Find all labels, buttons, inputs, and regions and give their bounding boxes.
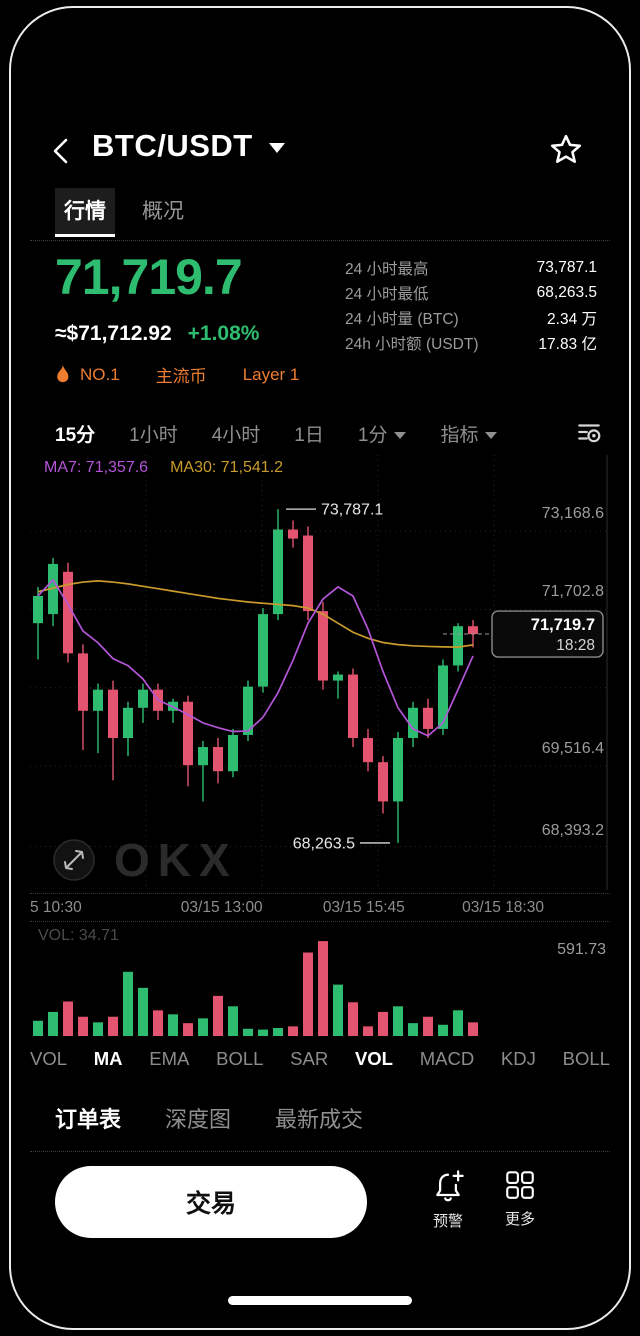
stat-label: 24 小时最高 bbox=[345, 260, 429, 278]
chart-settings-icon bbox=[578, 424, 601, 443]
svg-text:68,263.5: 68,263.5 bbox=[293, 835, 355, 852]
volume-axis-label: 591.73 bbox=[557, 941, 606, 958]
chevron-down-icon bbox=[485, 432, 498, 440]
alert-label: 预警 bbox=[432, 1213, 463, 1230]
alert-button[interactable]: 预警 bbox=[415, 1168, 481, 1231]
change-percent: +1.08% bbox=[187, 322, 260, 345]
timeframe-15m[interactable]: 15分 bbox=[55, 425, 96, 446]
back-chevron-icon bbox=[53, 138, 68, 164]
timeframe-1h[interactable]: 1小时 bbox=[129, 425, 178, 446]
indicator-dropdown-label: 指标 bbox=[440, 425, 479, 446]
stat-value: 2.34 万 bbox=[547, 310, 597, 328]
pair-selector[interactable]: BTC/USDT bbox=[92, 128, 285, 164]
more-label: 更多 bbox=[504, 1211, 535, 1228]
chart-settings-button[interactable] bbox=[576, 419, 602, 445]
layer-badge[interactable]: Layer 1 bbox=[242, 364, 300, 384]
volume-value-label: VOL: 34.71 bbox=[38, 927, 119, 944]
indicator-tab-vol-0[interactable]: VOL bbox=[30, 1048, 68, 1069]
star-icon bbox=[550, 134, 582, 163]
indicator-tab-sar-4[interactable]: SAR bbox=[290, 1048, 329, 1069]
x-axis-label: 5 10:30 bbox=[30, 899, 82, 916]
stat-label: 24h 小时额 (USDT) bbox=[345, 335, 479, 353]
stat-label: 24 小时量 (BTC) bbox=[345, 310, 459, 328]
divider bbox=[30, 1151, 610, 1152]
indicator-tab-ma-1[interactable]: MA bbox=[93, 1048, 123, 1069]
stat-row-volume: 24 小时量 (BTC) 2.34 万 bbox=[345, 305, 597, 330]
svg-text:71,719.7: 71,719.7 bbox=[531, 616, 595, 634]
flame-icon bbox=[57, 365, 69, 383]
more-button[interactable]: 更多 bbox=[487, 1168, 553, 1229]
candlestick-svg: 73,787.1 68,263.5 71,719.7 18:28 bbox=[30, 455, 610, 890]
tab-overview[interactable]: 概况 bbox=[142, 195, 184, 225]
badge-row: NO.1 主流币 Layer 1 bbox=[55, 362, 299, 387]
tab-orderbook[interactable]: 订单表 bbox=[55, 1107, 122, 1132]
ma7-legend: MA7: 71,357.6 bbox=[44, 459, 149, 476]
bell-plus-icon bbox=[436, 1170, 464, 1202]
chevron-down-icon bbox=[394, 432, 407, 440]
tab-trades[interactable]: 最新成交 bbox=[275, 1107, 364, 1132]
stat-row-low: 24 小时最低 68,263.5 bbox=[345, 280, 597, 305]
stat-row-high: 24 小时最高 73,787.1 bbox=[345, 255, 597, 280]
indicator-tab-ema-2[interactable]: EMA bbox=[149, 1048, 190, 1069]
stat-value: 17.83 亿 bbox=[538, 335, 597, 353]
page-title: BTC/USDT bbox=[92, 128, 253, 163]
timeframe-more[interactable]: 1分 bbox=[358, 420, 407, 447]
last-price: 71,719.7 bbox=[55, 249, 243, 305]
x-axis-label: 03/15 18:30 bbox=[462, 899, 544, 916]
stat-row-turnover: 24h 小时额 (USDT) 17.83 亿 bbox=[345, 330, 597, 355]
indicator-tab-boll-8[interactable]: BOLL bbox=[562, 1048, 610, 1069]
stats-panel: 24 小时最高 73,787.1 24 小时最低 68,263.5 24 小时量 (… bbox=[345, 255, 597, 355]
x-axis-label: 03/15 15:45 bbox=[322, 899, 405, 916]
volume-chart[interactable]: VOL: 34.71 591.73 bbox=[30, 921, 610, 1039]
indicator-tab-vol-5[interactable]: VOL bbox=[354, 1048, 393, 1069]
volume-svg bbox=[33, 941, 478, 1036]
y-axis-label: 73,168.6 bbox=[541, 504, 604, 522]
grid-icon bbox=[506, 1171, 534, 1199]
tab-depth[interactable]: 深度图 bbox=[165, 1107, 232, 1132]
home-indicator[interactable] bbox=[228, 1296, 412, 1305]
timeframe-1d[interactable]: 1日 bbox=[294, 425, 324, 446]
timeframe-row: 15分 1小时 4小时 1日 1分 指标 bbox=[55, 420, 498, 447]
timeframe-4h[interactable]: 4小时 bbox=[211, 425, 261, 446]
candlestick-chart[interactable]: 73,787.1 68,263.5 71,719.7 18:28 MA7: 71,35… bbox=[30, 455, 610, 890]
ma-legend: MA7: 71,357.6 MA30: 71,541.2 bbox=[44, 459, 283, 477]
y-axis-label: 69,516.4 bbox=[541, 739, 604, 757]
svg-text:18:28: 18:28 bbox=[556, 637, 595, 654]
x-axis: 5 10:30 03/15 13:00 03/15 15:45 03/15 18:30 bbox=[30, 893, 610, 922]
price-fiat-row: ≈$71,712.92 +1.08% bbox=[55, 322, 259, 346]
favorite-button[interactable] bbox=[548, 132, 584, 168]
trade-button-label: 交易 bbox=[185, 1190, 236, 1218]
y-axis-label: 71,702.8 bbox=[541, 583, 604, 601]
svg-text:73,787.1: 73,787.1 bbox=[321, 502, 383, 519]
indicator-tab-kdj-7[interactable]: KDJ bbox=[500, 1048, 536, 1069]
y-axis-label: 68,393.2 bbox=[541, 822, 604, 840]
indicator-tab-boll-3[interactable]: BOLL bbox=[216, 1048, 264, 1069]
tab-quotes-label: 行情 bbox=[64, 200, 106, 223]
divider bbox=[30, 240, 610, 241]
x-axis-label: 03/15 13:00 bbox=[180, 899, 263, 916]
indicator-tab-macd-6[interactable]: MACD bbox=[419, 1048, 475, 1069]
timeframe-more-label: 1分 bbox=[357, 425, 388, 446]
stat-value: 68,263.5 bbox=[536, 283, 597, 301]
stat-label: 24 小时最低 bbox=[345, 285, 429, 303]
category-badge[interactable]: 主流币 bbox=[155, 367, 207, 386]
back-button[interactable] bbox=[50, 136, 72, 166]
tab-quotes[interactable]: 行情 bbox=[55, 188, 115, 237]
trade-button[interactable]: 交易 bbox=[55, 1166, 367, 1238]
chart-watermark: OKX bbox=[52, 833, 238, 887]
indicator-row: VOL MA EMA BOLL SAR VOL MACD KDJ BOLL bbox=[30, 1048, 610, 1070]
expand-icon[interactable] bbox=[52, 838, 96, 882]
rank-badge[interactable]: NO.1 bbox=[80, 364, 120, 384]
bottom-tab-row: 订单表 深度图 最新成交 bbox=[55, 1102, 363, 1134]
ma30-legend: MA30: 71,541.2 bbox=[170, 459, 284, 476]
stat-value: 73,787.1 bbox=[536, 258, 597, 276]
usd-price: ≈$71,712.92 bbox=[55, 322, 172, 345]
chevron-down-icon bbox=[268, 142, 285, 153]
okx-logo: OKX bbox=[114, 834, 238, 886]
tab-overview-label: 概况 bbox=[142, 200, 184, 223]
indicator-dropdown[interactable]: 指标 bbox=[440, 420, 498, 447]
